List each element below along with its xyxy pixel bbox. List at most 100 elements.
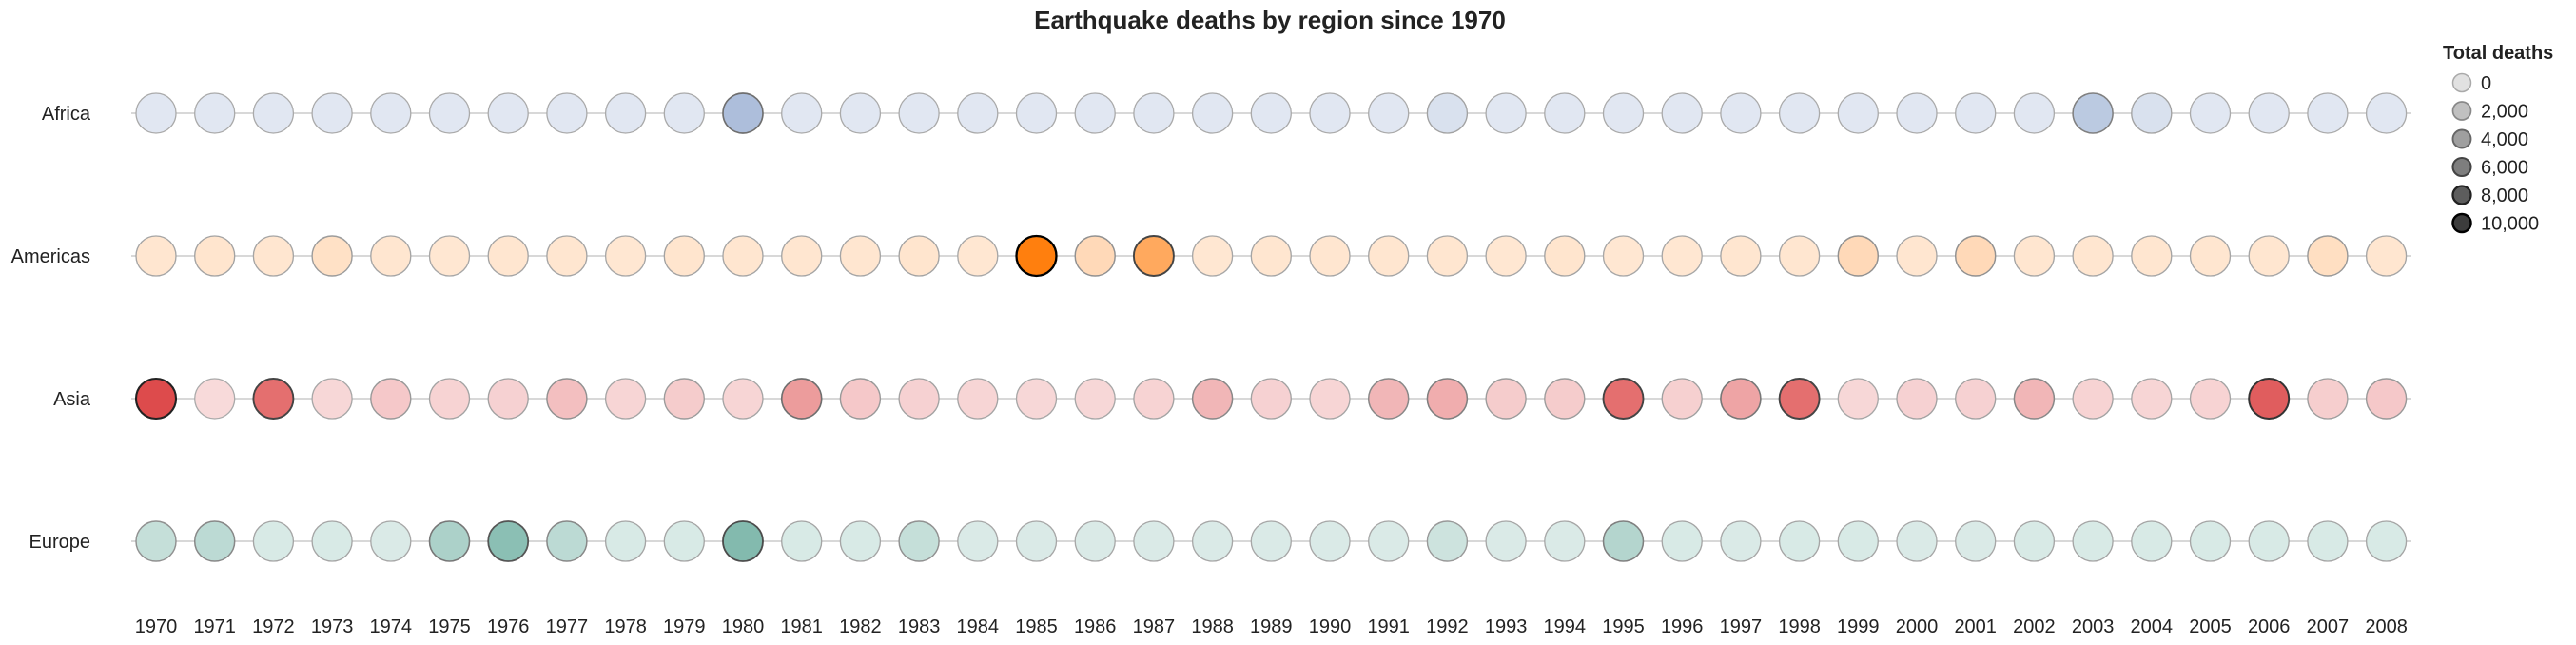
point-africa-1984 bbox=[957, 92, 999, 134]
point-africa-2007 bbox=[2307, 92, 2349, 134]
point-americas-2003 bbox=[2072, 235, 2114, 277]
legend-swatch-4-000 bbox=[2451, 128, 2472, 149]
point-asia-2000 bbox=[1896, 378, 1938, 420]
point-africa-1988 bbox=[1191, 92, 1234, 134]
year-tick-2004: 2004 bbox=[2131, 616, 2174, 637]
legend: Total deaths 0 2,000 4,000 6,000 8,000 10,000 bbox=[2443, 43, 2553, 235]
point-africa-2005 bbox=[2189, 92, 2232, 134]
year-tick-1974: 1974 bbox=[370, 616, 413, 637]
year-tick-1998: 1998 bbox=[1778, 616, 1821, 637]
legend-label-8-000: 8,000 bbox=[2481, 186, 2528, 206]
year-tick-1986: 1986 bbox=[1074, 616, 1117, 637]
point-asia-1988 bbox=[1191, 378, 1234, 420]
point-americas-1978 bbox=[604, 235, 647, 277]
point-asia-1977 bbox=[546, 378, 588, 420]
point-americas-2002 bbox=[2013, 235, 2056, 277]
year-tick-1973: 1973 bbox=[311, 616, 354, 637]
point-europe-1985 bbox=[1015, 520, 1058, 562]
point-africa-1996 bbox=[1661, 92, 1703, 134]
point-europe-1988 bbox=[1191, 520, 1234, 562]
year-tick-1971: 1971 bbox=[193, 616, 236, 637]
year-tick-1984: 1984 bbox=[957, 616, 1000, 637]
point-africa-1975 bbox=[428, 92, 471, 134]
year-tick-1993: 1993 bbox=[1485, 616, 1528, 637]
year-tick-1981: 1981 bbox=[780, 616, 823, 637]
year-tick-2007: 2007 bbox=[2307, 616, 2350, 637]
point-europe-2006 bbox=[2248, 520, 2290, 562]
row-europe: Europe bbox=[29, 520, 2411, 562]
year-tick-1995: 1995 bbox=[1602, 616, 1645, 637]
year-tick-1997: 1997 bbox=[1720, 616, 1763, 637]
point-europe-1986 bbox=[1074, 520, 1116, 562]
point-asia-2005 bbox=[2189, 378, 2232, 420]
point-asia-1997 bbox=[1720, 378, 1762, 420]
year-tick-1982: 1982 bbox=[839, 616, 882, 637]
point-europe-1984 bbox=[957, 520, 999, 562]
point-africa-1970 bbox=[135, 92, 177, 134]
point-americas-1989 bbox=[1250, 235, 1292, 277]
point-africa-1982 bbox=[839, 92, 882, 134]
point-europe-1972 bbox=[252, 520, 295, 562]
point-americas-1972 bbox=[252, 235, 295, 277]
point-asia-1976 bbox=[487, 378, 529, 420]
point-africa-1979 bbox=[663, 92, 705, 134]
point-africa-2000 bbox=[1896, 92, 1938, 134]
point-africa-1978 bbox=[604, 92, 647, 134]
point-africa-1989 bbox=[1250, 92, 1292, 134]
point-europe-1987 bbox=[1133, 520, 1175, 562]
point-africa-1972 bbox=[252, 92, 295, 134]
chart-rows: Africa Americas Asia Europe bbox=[11, 92, 2411, 562]
point-africa-1994 bbox=[1544, 92, 1586, 134]
legend-label-2-000: 2,000 bbox=[2481, 102, 2528, 123]
point-africa-1987 bbox=[1133, 92, 1175, 134]
legend-label-4-000: 4,000 bbox=[2481, 129, 2528, 150]
point-europe-1995 bbox=[1602, 520, 1645, 562]
row-label-americas: Americas bbox=[11, 246, 90, 267]
year-tick-1994: 1994 bbox=[1544, 616, 1587, 637]
point-asia-1996 bbox=[1661, 378, 1703, 420]
point-asia-1982 bbox=[839, 378, 882, 420]
point-africa-1992 bbox=[1426, 92, 1469, 134]
point-asia-1971 bbox=[194, 378, 236, 420]
point-asia-2006 bbox=[2248, 378, 2291, 420]
point-europe-1974 bbox=[370, 520, 412, 562]
point-americas-1999 bbox=[1837, 235, 1880, 277]
point-europe-2000 bbox=[1896, 520, 1938, 562]
point-asia-2001 bbox=[1955, 378, 1997, 420]
legend-label-10-000: 10,000 bbox=[2481, 214, 2539, 235]
point-europe-1975 bbox=[428, 520, 471, 562]
point-europe-1993 bbox=[1485, 520, 1527, 562]
point-asia-1981 bbox=[780, 378, 823, 420]
point-europe-1998 bbox=[1778, 520, 1821, 562]
point-europe-1977 bbox=[546, 520, 588, 562]
point-africa-1999 bbox=[1837, 92, 1879, 134]
year-tick-1991: 1991 bbox=[1367, 616, 1410, 637]
year-tick-1979: 1979 bbox=[663, 616, 706, 637]
point-europe-1976 bbox=[487, 520, 530, 562]
point-africa-1971 bbox=[194, 92, 236, 134]
point-asia-1999 bbox=[1837, 378, 1879, 420]
point-africa-1991 bbox=[1368, 92, 1410, 134]
year-tick-2006: 2006 bbox=[2248, 616, 2291, 637]
point-africa-1993 bbox=[1485, 92, 1527, 134]
year-tick-1977: 1977 bbox=[546, 616, 589, 637]
point-americas-1987 bbox=[1132, 235, 1175, 277]
point-africa-2003 bbox=[2072, 92, 2114, 134]
point-africa-2008 bbox=[2365, 92, 2408, 134]
year-tick-2008: 2008 bbox=[2365, 616, 2408, 637]
year-tick-2005: 2005 bbox=[2189, 616, 2232, 637]
year-tick-1972: 1972 bbox=[252, 616, 295, 637]
point-americas-1981 bbox=[781, 235, 823, 277]
point-americas-1983 bbox=[898, 235, 940, 277]
row-asia: Asia bbox=[53, 377, 2411, 420]
point-europe-1997 bbox=[1720, 520, 1762, 562]
point-americas-2007 bbox=[2307, 235, 2349, 277]
point-asia-1974 bbox=[370, 378, 412, 420]
point-europe-1982 bbox=[839, 520, 882, 562]
point-africa-1974 bbox=[370, 92, 412, 134]
point-asia-1983 bbox=[898, 378, 940, 420]
point-americas-1990 bbox=[1309, 235, 1351, 277]
legend-swatch-10-000 bbox=[2451, 212, 2472, 234]
point-americas-2001 bbox=[1954, 235, 1997, 277]
point-americas-2008 bbox=[2365, 235, 2408, 277]
